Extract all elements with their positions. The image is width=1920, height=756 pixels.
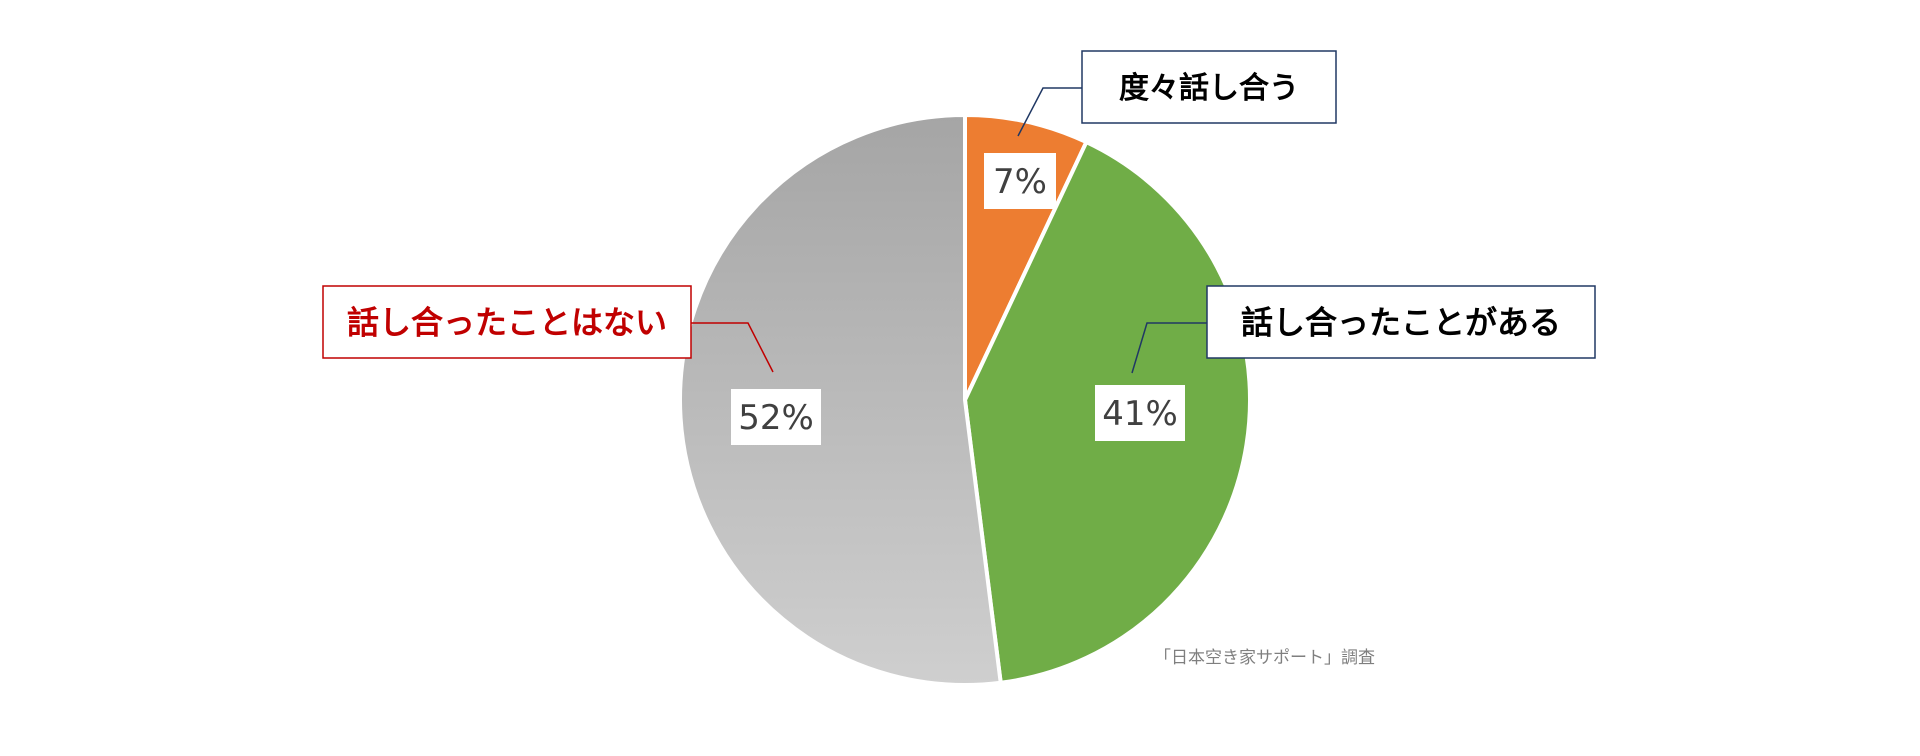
pie-slice-3	[678, 113, 1003, 687]
category-label: 度々話し合う	[1119, 71, 1299, 106]
leader-line	[1017, 87, 1082, 137]
callout-box	[1081, 50, 1337, 124]
callout-box	[1206, 285, 1596, 359]
callout-box	[322, 285, 692, 359]
percent-label-box	[731, 389, 821, 445]
leader-lines	[691, 87, 1207, 374]
category-label: 話し合ったことがある	[1241, 304, 1561, 342]
category-label: 話し合ったことはない	[347, 304, 667, 342]
percent-labels: 7% 41% 52%	[731, 153, 1185, 445]
percent-label-box	[1095, 385, 1185, 441]
leader-line	[691, 322, 774, 373]
percent-label: 52%	[738, 398, 814, 438]
percent-label: 7%	[993, 162, 1047, 202]
percent-label: 41%	[1102, 394, 1178, 434]
percent-label-box	[984, 153, 1056, 209]
leader-line	[1131, 322, 1207, 374]
source-note: 「日本空き家サポート」調査	[1154, 648, 1375, 668]
